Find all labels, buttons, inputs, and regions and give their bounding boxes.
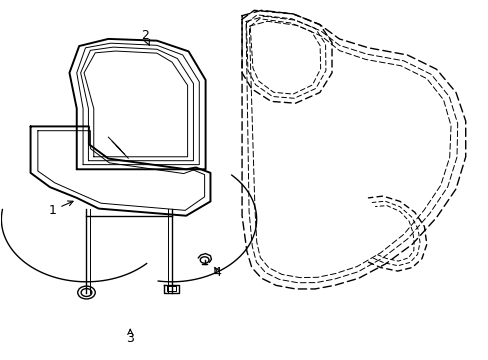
Text: 1: 1 bbox=[48, 201, 73, 217]
Text: 4: 4 bbox=[213, 266, 221, 279]
Text: 2: 2 bbox=[141, 29, 149, 45]
Text: 3: 3 bbox=[126, 329, 134, 346]
